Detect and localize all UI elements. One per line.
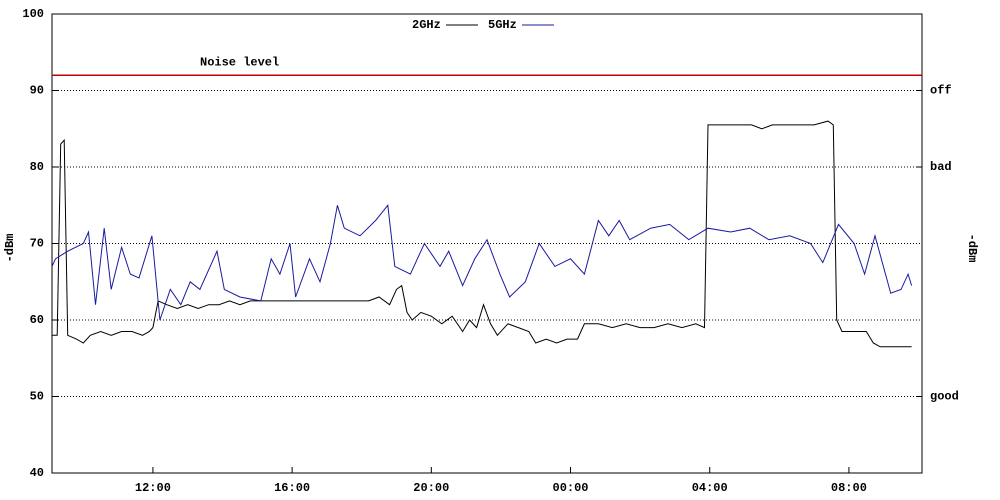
series-line bbox=[51, 204, 913, 321]
x-tick-label: 20:00 bbox=[413, 481, 449, 495]
y-axis-label: -dBm bbox=[3, 234, 17, 263]
y-tick-label: 90 bbox=[30, 84, 44, 98]
y-tick-label: 50 bbox=[30, 390, 44, 404]
x-tick-label: 04:00 bbox=[692, 481, 728, 495]
x-tick-label: 00:00 bbox=[553, 481, 589, 495]
x-tick-label: 12:00 bbox=[135, 481, 171, 495]
y2-tick-label: bad bbox=[930, 160, 952, 174]
y-tick-label: 80 bbox=[30, 160, 44, 174]
legend-label: 5GHz bbox=[488, 18, 517, 32]
y2-axis-label: -dBm bbox=[965, 234, 979, 263]
y2-tick-label: off bbox=[930, 84, 952, 98]
series-line bbox=[52, 120, 912, 348]
x-tick-label: 16:00 bbox=[274, 481, 310, 495]
y-tick-label: 60 bbox=[30, 313, 44, 327]
y-tick-label: 40 bbox=[30, 466, 44, 480]
legend-label: 2GHz bbox=[412, 18, 441, 32]
y-tick-label: 100 bbox=[22, 7, 44, 21]
noise-label: Noise level bbox=[200, 55, 279, 69]
x-tick-label: 08:00 bbox=[831, 481, 867, 495]
y2-tick-label: good bbox=[930, 390, 959, 404]
y-tick-label: 70 bbox=[30, 237, 44, 251]
